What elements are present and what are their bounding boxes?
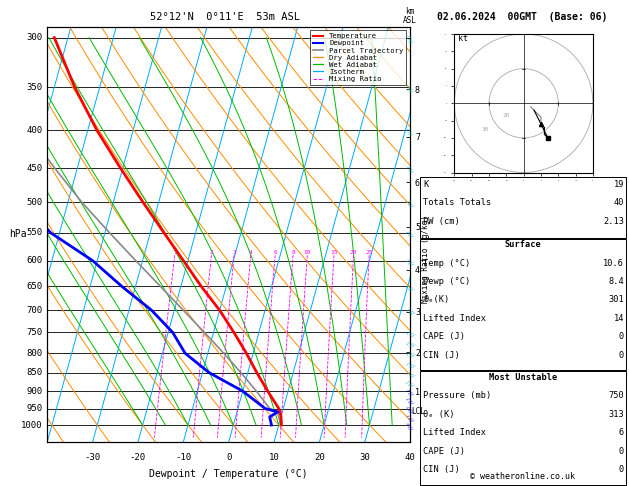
Text: 30: 30	[482, 127, 489, 132]
Text: ///: ///	[404, 328, 416, 337]
Text: kt: kt	[458, 34, 468, 43]
Text: Surface: Surface	[504, 240, 542, 249]
Text: 2.13: 2.13	[603, 217, 624, 226]
Text: 350: 350	[26, 83, 43, 92]
Text: 0: 0	[226, 452, 231, 462]
Text: Totals Totals: Totals Totals	[423, 198, 492, 208]
Text: CAPE (J): CAPE (J)	[423, 332, 465, 342]
Text: ///: ///	[406, 412, 415, 422]
Text: ///: ///	[404, 368, 416, 378]
Text: 850: 850	[26, 368, 43, 377]
Text: 6: 6	[273, 250, 277, 255]
Text: Pressure (mb): Pressure (mb)	[423, 391, 492, 400]
Text: ///: ///	[405, 196, 415, 208]
Text: 600: 600	[26, 256, 43, 265]
Text: hPa: hPa	[9, 229, 27, 240]
Text: 313: 313	[608, 410, 624, 419]
Text: Temp (°C): Temp (°C)	[423, 259, 470, 268]
Text: 1000: 1000	[21, 420, 43, 430]
Text: 4: 4	[249, 250, 253, 255]
Text: ///: ///	[405, 386, 415, 397]
Text: ///: ///	[406, 419, 414, 431]
Text: ///: ///	[405, 377, 415, 387]
Text: 20: 20	[503, 113, 510, 118]
Text: θₑ (K): θₑ (K)	[423, 410, 455, 419]
Text: 8.4: 8.4	[608, 277, 624, 286]
Text: ///: ///	[405, 395, 415, 405]
Text: 900: 900	[26, 387, 43, 396]
Legend: Temperature, Dewpoint, Parcel Trajectory, Dry Adiabat, Wet Adiabat, Isotherm, Mi: Temperature, Dewpoint, Parcel Trajectory…	[309, 30, 406, 85]
Text: 0: 0	[619, 447, 624, 456]
Text: 52°12'N  0°11'E  53m ASL: 52°12'N 0°11'E 53m ASL	[150, 12, 301, 22]
Text: PW (cm): PW (cm)	[423, 217, 460, 226]
Text: 301: 301	[608, 295, 624, 305]
Text: ///: ///	[405, 403, 415, 414]
Text: ///: ///	[406, 163, 415, 174]
Text: 25: 25	[365, 250, 373, 255]
Text: 750: 750	[26, 328, 43, 337]
Text: Lifted Index: Lifted Index	[423, 314, 486, 323]
Text: 0: 0	[619, 465, 624, 474]
Text: LCL: LCL	[411, 407, 425, 417]
Text: 3: 3	[232, 250, 236, 255]
Text: 10: 10	[304, 250, 311, 255]
Text: 400: 400	[26, 126, 43, 135]
Text: 450: 450	[26, 164, 43, 173]
Text: 1: 1	[173, 250, 177, 255]
Text: Lifted Index: Lifted Index	[423, 428, 486, 437]
Text: ///: ///	[405, 281, 415, 292]
Text: 30: 30	[359, 452, 370, 462]
Text: θₑ(K): θₑ(K)	[423, 295, 450, 305]
Text: 14: 14	[613, 314, 624, 323]
Text: 550: 550	[26, 228, 43, 237]
Text: -30: -30	[84, 452, 101, 462]
Text: 10.6: 10.6	[603, 259, 624, 268]
Text: K: K	[423, 180, 428, 189]
Text: 20: 20	[350, 250, 357, 255]
Text: Dewp (°C): Dewp (°C)	[423, 277, 470, 286]
Text: 20: 20	[314, 452, 325, 462]
Text: 10: 10	[269, 452, 279, 462]
Text: 700: 700	[26, 306, 43, 315]
Text: 950: 950	[26, 404, 43, 413]
Text: -10: -10	[175, 452, 191, 462]
Text: Most Unstable: Most Unstable	[489, 373, 557, 382]
Text: 300: 300	[26, 33, 43, 42]
Text: -20: -20	[130, 452, 146, 462]
Text: ///: ///	[404, 359, 416, 368]
Text: 02.06.2024  00GMT  (Base: 06): 02.06.2024 00GMT (Base: 06)	[437, 12, 607, 22]
Text: ///: ///	[404, 339, 416, 347]
Text: 6: 6	[619, 428, 624, 437]
Text: Mixing Ratio (g/kg): Mixing Ratio (g/kg)	[421, 215, 430, 303]
Text: © weatheronline.co.uk: © weatheronline.co.uk	[470, 472, 574, 481]
Text: 0: 0	[619, 351, 624, 360]
Text: ///: ///	[406, 82, 414, 93]
Text: 40: 40	[404, 452, 416, 462]
Text: Dewpoint / Temperature (°C): Dewpoint / Temperature (°C)	[149, 469, 308, 479]
Text: ///: ///	[404, 349, 416, 358]
Text: CAPE (J): CAPE (J)	[423, 447, 465, 456]
Text: ///: ///	[406, 125, 415, 136]
Text: ///: ///	[405, 256, 415, 266]
Text: CIN (J): CIN (J)	[423, 465, 460, 474]
Text: 15: 15	[330, 250, 338, 255]
Text: 19: 19	[613, 180, 624, 189]
Text: ///: ///	[406, 32, 414, 43]
Text: ///: ///	[405, 227, 415, 238]
Text: 8: 8	[291, 250, 295, 255]
Text: km
ASL: km ASL	[403, 7, 417, 25]
Text: 40: 40	[613, 198, 624, 208]
Text: 2: 2	[209, 250, 213, 255]
Text: 500: 500	[26, 197, 43, 207]
Text: 0: 0	[619, 332, 624, 342]
Text: 650: 650	[26, 282, 43, 291]
Text: 750: 750	[608, 391, 624, 400]
Text: ///: ///	[404, 305, 416, 315]
Text: 800: 800	[26, 349, 43, 358]
Text: CIN (J): CIN (J)	[423, 351, 460, 360]
